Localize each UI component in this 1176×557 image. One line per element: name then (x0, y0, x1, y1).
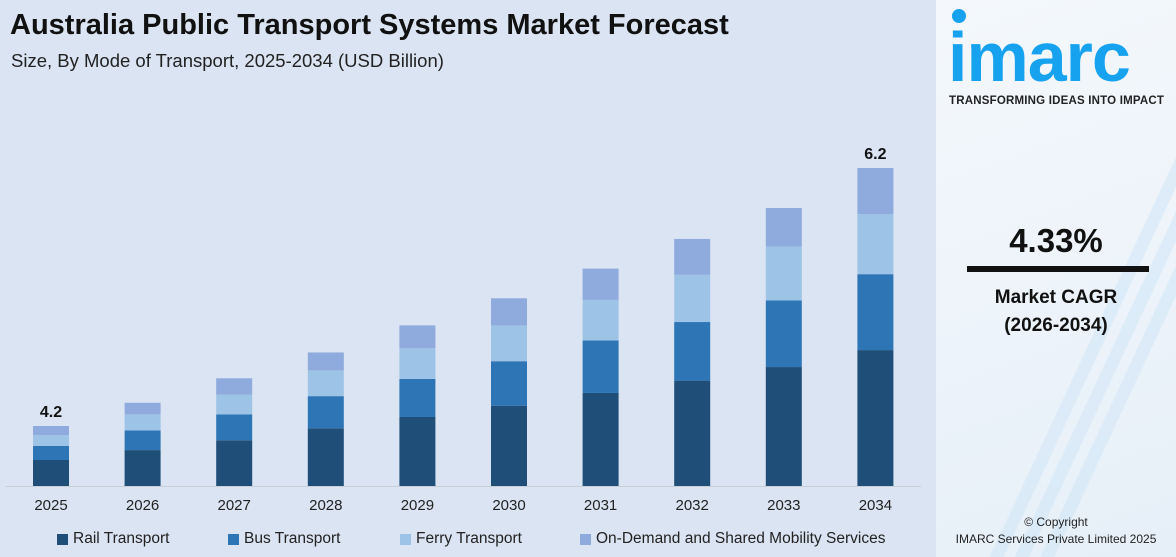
legend-label: Ferry Transport (416, 530, 522, 547)
x-tick-label: 2027 (218, 497, 251, 514)
bar-segment-on-demand-and-shared-mobility-services-2028 (307, 352, 344, 371)
bar-segment-ferry-transport-2032 (674, 274, 711, 323)
bar-segment-bus-transport-2026 (124, 430, 161, 451)
bar-segment-ferry-transport-2033 (765, 246, 802, 301)
bar-segment-rail-transport-2031 (582, 392, 619, 486)
bar-segment-ferry-transport-2027 (216, 394, 253, 415)
bar-segment-on-demand-and-shared-mobility-services-2031 (582, 268, 619, 300)
logo-dot-icon (952, 9, 966, 23)
bar-segment-rail-transport-2026 (124, 450, 161, 486)
x-tick-label: 2034 (859, 497, 892, 514)
chart-title: Australia Public Transport Systems Marke… (10, 9, 729, 41)
copyright-mark: © Copyright (1024, 515, 1088, 529)
logo-tagline: TRANSFORMING IDEAS INTO IMPACT (949, 95, 1165, 107)
legend-label: Rail Transport (73, 530, 170, 547)
imarc-logo: imarc (948, 18, 1131, 96)
bar-segment-ferry-transport-2034 (857, 214, 894, 275)
bar-segment-on-demand-and-shared-mobility-services-2026 (124, 402, 161, 415)
bar-segment-rail-transport-2027 (216, 440, 253, 486)
cagr-label: Market CAGR (2026-2034) (936, 284, 1176, 340)
bar-segment-on-demand-and-shared-mobility-services-2025 (33, 426, 69, 435)
x-tick-label: 2028 (309, 497, 342, 514)
bar-segment-on-demand-and-shared-mobility-services-2032 (674, 238, 711, 275)
bar-segment-bus-transport-2030 (491, 361, 527, 406)
legend-label: Bus Transport (244, 530, 341, 547)
branding-panel: imarc TRANSFORMING IDEAS INTO IMPACT 4.3… (936, 0, 1176, 557)
x-tick-label: 2032 (676, 497, 709, 514)
bar-segment-ferry-transport-2028 (307, 370, 344, 397)
legend-item: On-Demand and Shared Mobility Services (580, 530, 885, 548)
bar-segment-ferry-transport-2031 (582, 299, 619, 341)
bar-segment-on-demand-and-shared-mobility-services-2033 (765, 207, 802, 247)
chart-subtitle: Size, By Mode of Transport, 2025-2034 (U… (11, 50, 444, 71)
bar-segment-bus-transport-2029 (399, 378, 436, 417)
bar-segment-bus-transport-2027 (216, 414, 253, 441)
x-tick-label: 2033 (767, 497, 800, 514)
bar-segment-ferry-transport-2029 (399, 348, 436, 379)
bar-segment-rail-transport-2025 (33, 460, 69, 486)
chart-panel: Australia Public Transport Systems Marke… (0, 9, 936, 552)
legend-item: Ferry Transport (400, 530, 522, 548)
legend-label: On-Demand and Shared Mobility Services (596, 530, 886, 547)
cagr-label-text: Market CAGR (994, 287, 1118, 308)
bar-segment-rail-transport-2029 (399, 416, 436, 486)
bar-segment-ferry-transport-2025 (33, 435, 69, 446)
legend-item: Rail Transport (57, 530, 169, 548)
cagr-period: (2026-2034) (1004, 315, 1108, 336)
bar-segment-rail-transport-2028 (307, 428, 344, 486)
bar-segment-rail-transport-2030 (491, 405, 527, 486)
bar-segment-on-demand-and-shared-mobility-services-2029 (399, 325, 436, 349)
bar-segment-bus-transport-2031 (582, 340, 619, 393)
x-tick-label: 2026 (126, 497, 159, 514)
data-label: 6.2 (864, 146, 886, 163)
legend-swatch (400, 533, 411, 545)
x-tick-label: 2030 (492, 497, 525, 514)
x-tick-label: 2029 (401, 497, 434, 514)
bar-segment-rail-transport-2033 (765, 367, 802, 486)
cagr-divider (967, 266, 1149, 272)
bar-segment-bus-transport-2028 (307, 396, 344, 429)
legend-swatch (580, 533, 591, 545)
bar-segment-on-demand-and-shared-mobility-services-2027 (216, 378, 253, 395)
x-tick-label: 2031 (584, 497, 617, 514)
bar-segment-bus-transport-2025 (33, 446, 69, 460)
bar-segment-on-demand-and-shared-mobility-services-2030 (491, 298, 527, 326)
copyright: © Copyright IMARC Services Private Limit… (936, 514, 1176, 548)
x-tick-label: 2025 (34, 497, 67, 514)
bar-segment-bus-transport-2032 (674, 322, 711, 381)
bar-segment-bus-transport-2033 (765, 300, 802, 368)
data-label: 4.2 (40, 404, 62, 421)
cagr-value: 4.33% (1009, 222, 1103, 259)
bar-segment-on-demand-and-shared-mobility-services-2034 (857, 168, 894, 215)
legend-swatch (228, 533, 239, 545)
chart-legend: Rail Transport Bus Transport Ferry Transpo… (0, 530, 936, 552)
bar-segment-ferry-transport-2030 (491, 325, 527, 362)
stacked-bar-chart: 2025 4.2 2026 2027 2028 2029 2030 2031 2032 2033 2… (6, 146, 921, 514)
copyright-company: IMARC Services Private Limited 2025 (955, 532, 1157, 546)
bar-segment-ferry-transport-2026 (124, 414, 161, 431)
bar-segment-rail-transport-2034 (857, 350, 894, 486)
legend-item: Bus Transport (228, 530, 341, 548)
legend-swatch (57, 533, 68, 545)
bar-segment-bus-transport-2034 (857, 274, 894, 351)
bar-segment-rail-transport-2032 (674, 380, 711, 486)
